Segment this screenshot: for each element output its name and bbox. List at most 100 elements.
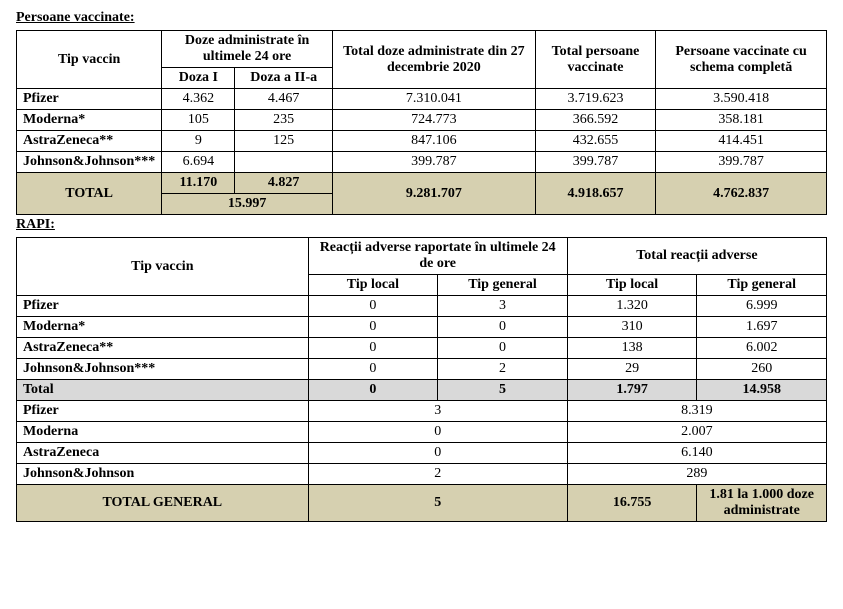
table-row: AstraZeneca** 0 0 138 6.002 bbox=[17, 338, 827, 359]
cell: 11.170 bbox=[162, 173, 235, 194]
col-tip-vaccin: Tip vaccin bbox=[17, 31, 162, 89]
cell: 0 bbox=[308, 380, 438, 401]
heading-rapi: RAPI: bbox=[16, 217, 827, 233]
vaccine-name: AstraZeneca bbox=[17, 443, 309, 464]
table-row: Johnson&Johnson*** 0 2 29 260 bbox=[17, 359, 827, 380]
cell: 0 bbox=[308, 317, 438, 338]
cell: 16.755 bbox=[567, 485, 697, 522]
cell: 260 bbox=[697, 359, 827, 380]
cell: 235 bbox=[235, 110, 332, 131]
cell: 6.002 bbox=[697, 338, 827, 359]
cell: 138 bbox=[567, 338, 697, 359]
cell: 14.958 bbox=[697, 380, 827, 401]
cell: 0 bbox=[438, 338, 568, 359]
col-tip-general: Tip general bbox=[697, 275, 827, 296]
cell: 7.310.041 bbox=[332, 89, 535, 110]
col-total-react: Total reacții adverse bbox=[567, 238, 826, 275]
cell: 310 bbox=[567, 317, 697, 338]
vaccine-name: AstraZeneca** bbox=[17, 131, 162, 152]
cell: 0 bbox=[308, 338, 438, 359]
vaccine-name: Johnson&Johnson bbox=[17, 464, 309, 485]
cell: 1.320 bbox=[567, 296, 697, 317]
col-doze24: Doze administrate în ultimele 24 ore bbox=[162, 31, 333, 68]
cell: 399.787 bbox=[332, 152, 535, 173]
heading-persoane: Persoane vaccinate: bbox=[16, 10, 827, 26]
table2-subtotal-row: Total 0 5 1.797 14.958 bbox=[17, 380, 827, 401]
cell: 414.451 bbox=[656, 131, 827, 152]
cell: 399.787 bbox=[535, 152, 655, 173]
grand-total-label: TOTAL GENERAL bbox=[17, 485, 309, 522]
cell: 4.827 bbox=[235, 173, 332, 194]
table-row: AstraZeneca** 9 125 847.106 432.655 414.… bbox=[17, 131, 827, 152]
vaccine-name: Moderna* bbox=[17, 317, 309, 338]
col-doza2: Doza a II-a bbox=[235, 68, 332, 89]
col-total-pers: Total persoane vaccinate bbox=[535, 31, 655, 89]
table-row: Pfizer 4.362 4.467 7.310.041 3.719.623 3… bbox=[17, 89, 827, 110]
cell: 0 bbox=[308, 443, 567, 464]
cell: 0 bbox=[308, 359, 438, 380]
table2-header-row1: Tip vaccin Reacții adverse raportate în … bbox=[17, 238, 827, 275]
cell: 29 bbox=[567, 359, 697, 380]
table-row: Pfizer 0 3 1.320 6.999 bbox=[17, 296, 827, 317]
col-doza1: Doza I bbox=[162, 68, 235, 89]
col-react24: Reacții adverse raportate în ultimele 24… bbox=[308, 238, 567, 275]
table-row: Pfizer 3 8.319 bbox=[17, 401, 827, 422]
total-label: TOTAL bbox=[17, 173, 162, 215]
cell: 1.797 bbox=[567, 380, 697, 401]
cell: 3 bbox=[438, 296, 568, 317]
table2-grand-total-row: TOTAL GENERAL 5 16.755 1.81 la 1.000 doz… bbox=[17, 485, 827, 522]
vaccine-name: Johnson&Johnson*** bbox=[17, 359, 309, 380]
grand-total-note: 1.81 la 1.000 doze administrate bbox=[697, 485, 827, 522]
vaccination-table: Tip vaccin Doze administrate în ultimele… bbox=[16, 30, 827, 215]
cell: 5 bbox=[308, 485, 567, 522]
table-row: AstraZeneca 0 6.140 bbox=[17, 443, 827, 464]
vaccine-name: AstraZeneca** bbox=[17, 338, 309, 359]
cell: 8.319 bbox=[567, 401, 826, 422]
cell: 4.762.837 bbox=[656, 173, 827, 215]
cell: 0 bbox=[308, 422, 567, 443]
table-row: Johnson&Johnson*** 6.694 399.787 399.787… bbox=[17, 152, 827, 173]
col-total-doze: Total doze administrate din 27 decembrie… bbox=[332, 31, 535, 89]
cell: 9.281.707 bbox=[332, 173, 535, 215]
cell: 6.999 bbox=[697, 296, 827, 317]
cell: 724.773 bbox=[332, 110, 535, 131]
table-row: Moderna 0 2.007 bbox=[17, 422, 827, 443]
table-row: Moderna* 105 235 724.773 366.592 358.181 bbox=[17, 110, 827, 131]
vaccine-name: Johnson&Johnson*** bbox=[17, 152, 162, 173]
col-tip-vaccin: Tip vaccin bbox=[17, 238, 309, 296]
col-tip-local: Tip local bbox=[308, 275, 438, 296]
table-row: Johnson&Johnson 2 289 bbox=[17, 464, 827, 485]
cell: 5 bbox=[438, 380, 568, 401]
vaccine-name: Pfizer bbox=[17, 89, 162, 110]
cell: 6.694 bbox=[162, 152, 235, 173]
cell: 3.719.623 bbox=[535, 89, 655, 110]
cell: 366.592 bbox=[535, 110, 655, 131]
table1-total-row-1: TOTAL 11.170 4.827 9.281.707 4.918.657 4… bbox=[17, 173, 827, 194]
cell: 6.140 bbox=[567, 443, 826, 464]
col-schema: Persoane vaccinate cu schema completă bbox=[656, 31, 827, 89]
cell: 432.655 bbox=[535, 131, 655, 152]
cell: 4.918.657 bbox=[535, 173, 655, 215]
rapi-table: Tip vaccin Reacții adverse raportate în … bbox=[16, 237, 827, 522]
table1-header-row1: Tip vaccin Doze administrate în ultimele… bbox=[17, 31, 827, 68]
cell: 847.106 bbox=[332, 131, 535, 152]
cell: 105 bbox=[162, 110, 235, 131]
cell: 2 bbox=[438, 359, 568, 380]
vaccine-name: Pfizer bbox=[17, 401, 309, 422]
cell: 0 bbox=[308, 296, 438, 317]
cell: 289 bbox=[567, 464, 826, 485]
cell: 3 bbox=[308, 401, 567, 422]
cell: 1.697 bbox=[697, 317, 827, 338]
vaccine-name: Pfizer bbox=[17, 296, 309, 317]
cell: 9 bbox=[162, 131, 235, 152]
cell: 15.997 bbox=[162, 194, 333, 215]
cell: 3.590.418 bbox=[656, 89, 827, 110]
cell: 2.007 bbox=[567, 422, 826, 443]
cell: 2 bbox=[308, 464, 567, 485]
subtotal-label: Total bbox=[17, 380, 309, 401]
vaccine-name: Moderna* bbox=[17, 110, 162, 131]
cell bbox=[235, 152, 332, 173]
col-tip-general: Tip general bbox=[438, 275, 568, 296]
cell: 4.467 bbox=[235, 89, 332, 110]
cell: 4.362 bbox=[162, 89, 235, 110]
